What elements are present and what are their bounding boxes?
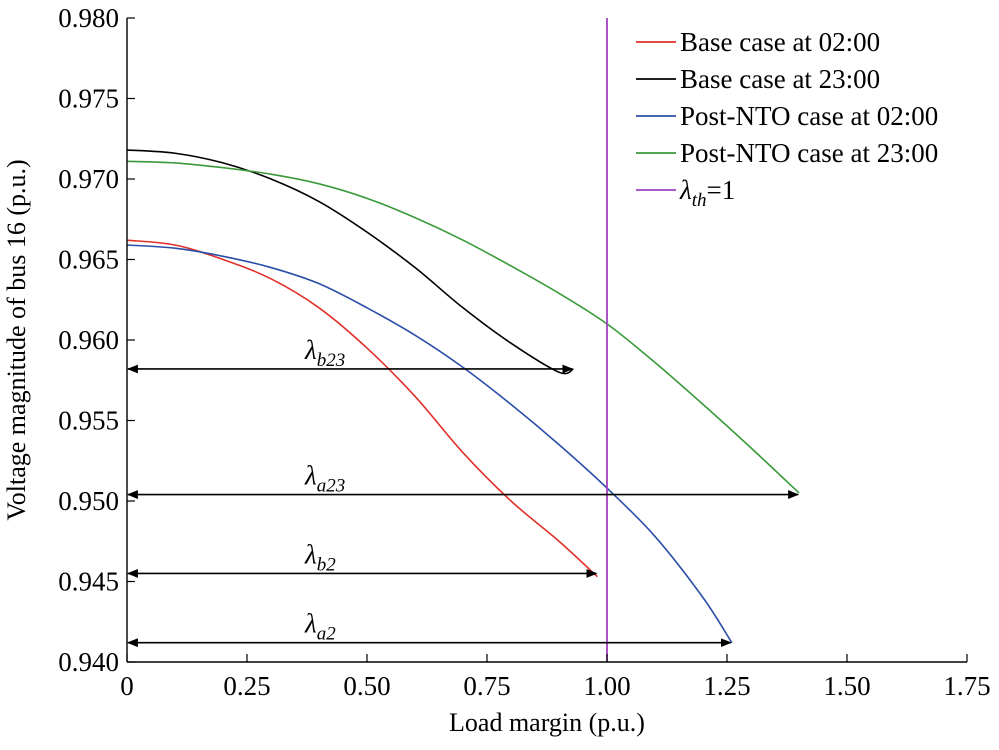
y-tick-label: 0.975 [58,84,119,114]
x-tick-label: 0.25 [223,671,270,701]
series-line-3 [126,244,733,644]
y-tick-label: 0.980 [58,3,119,33]
legend-label-3: Post-NTO case at 02:00 [680,101,938,131]
y-tick-label: 0.945 [58,567,119,597]
x-tick-label: 1.25 [703,671,750,701]
legend-label-5: λth=1 [679,175,735,211]
legend-label-4: Post-NTO case at 23:00 [680,138,938,168]
x-tick-label: 1.75 [943,671,990,701]
annotation-label-1: λb23 [304,335,345,371]
x-tick-label: 0 [120,671,134,701]
x-tick-label: 0.50 [343,671,390,701]
legend-label-1: Base case at 02:00 [680,27,880,57]
annotation-label-2: λa23 [304,461,345,497]
y-tick-label: 0.950 [58,486,119,516]
annotation-label-3: λb2 [304,539,336,575]
series-line-1 [126,239,598,578]
legend-label-2: Base case at 23:00 [680,64,880,94]
y-tick-label: 0.960 [58,325,119,355]
y-tick-label: 0.940 [58,647,119,677]
series-line-2 [126,149,574,375]
x-tick-label: 1.00 [583,671,630,701]
x-axis-title: Load margin (p.u.) [449,708,645,737]
x-tick-label: 0.75 [463,671,510,701]
x-tick-label: 1.50 [823,671,870,701]
y-tick-label: 0.965 [58,245,119,275]
y-tick-label: 0.955 [58,406,119,436]
annotation-label-4: λa2 [304,609,336,645]
y-tick-label: 0.970 [58,164,119,194]
series-line-4 [126,160,800,494]
y-axis-title: Voltage magnitude of bus 16 (p.u.) [2,159,31,520]
